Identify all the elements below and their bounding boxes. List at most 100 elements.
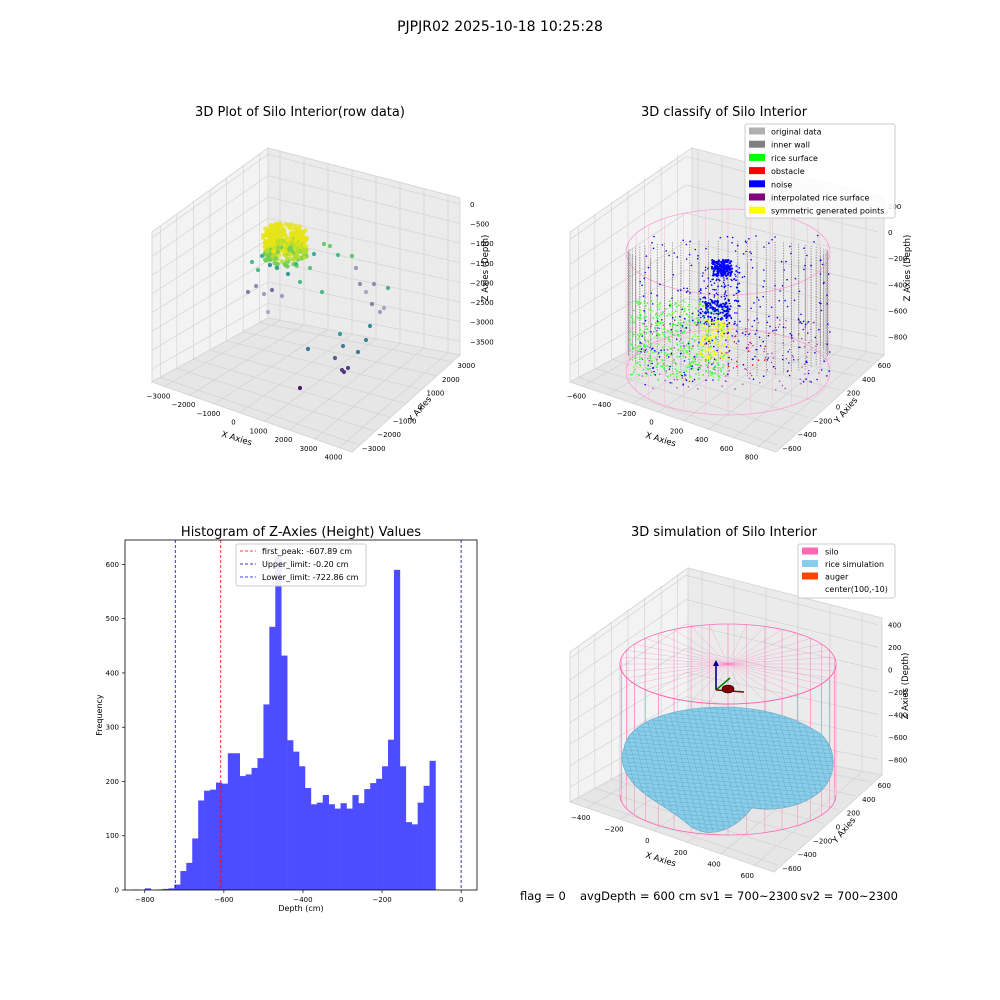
panel2-noise-point — [708, 325, 710, 328]
panel2-rice-point — [680, 321, 683, 324]
panel2-rice-point — [704, 360, 707, 363]
panel2-noise-point — [751, 325, 753, 328]
panel1-point — [269, 287, 275, 293]
panel2-rice-point — [685, 370, 688, 372]
panel2-noise-point — [685, 258, 688, 260]
panel2-noise-point — [790, 252, 792, 255]
panel2-interp-point — [808, 342, 810, 344]
panel2-noise-point — [659, 283, 661, 286]
panel2-noise-point — [735, 270, 737, 272]
panel1-grid-z — [267, 196, 461, 244]
panel2-noise-point — [725, 265, 728, 268]
panel2-noise-point — [736, 312, 738, 314]
panel2-rice-point — [676, 372, 678, 375]
panel4-mesh-line — [622, 763, 834, 785]
panel2-noise-point — [716, 300, 720, 304]
panel2-noise-point — [700, 316, 702, 319]
panel2-noise-point — [736, 244, 739, 247]
panel1-point — [276, 238, 281, 243]
panel2-rice-point — [694, 299, 697, 302]
panel3-bar — [405, 822, 413, 890]
panel2-interp-point — [792, 340, 795, 342]
panel2-rice-point — [660, 351, 663, 353]
panel2-rice-point — [658, 308, 661, 310]
panel2-rice-point — [629, 330, 632, 333]
panel2-noise-point — [690, 368, 693, 370]
panel2-sym-point — [701, 354, 704, 356]
panel2-noise-point — [737, 291, 740, 293]
panel1-ytick: −1000 — [393, 417, 417, 425]
panel2-noise-point — [651, 362, 653, 365]
panel2-noise-point — [685, 326, 688, 329]
panel2-legend-label: interpolated rice surface — [771, 194, 869, 203]
panel2-noise-point — [643, 309, 645, 312]
panel2-interp-point — [658, 327, 661, 330]
panel2-noise-point — [727, 299, 731, 302]
panel2-rice-point — [654, 326, 656, 329]
panel2-noise-point — [785, 260, 787, 263]
panel4-silo-spoke — [727, 663, 798, 695]
panel2-rice-point — [693, 339, 696, 342]
panel2-xtick: −600 — [567, 392, 586, 400]
panel2-noise-point — [819, 273, 822, 275]
panel2-interp-point — [666, 349, 669, 351]
panel2-noise-point — [772, 330, 774, 332]
panel2-rice-point — [715, 336, 717, 338]
panel2-xtick: 800 — [745, 454, 758, 462]
panel2-noise-point — [717, 267, 720, 270]
panel3-bar — [376, 778, 383, 890]
panel2-noise-point — [820, 302, 822, 305]
panel2-noise-point — [650, 330, 652, 333]
panel2-noise-point — [735, 275, 737, 278]
panel2-rice-point — [716, 307, 718, 309]
panel2-noise-point — [709, 280, 712, 283]
panel1-point — [381, 305, 387, 311]
panel1-point — [385, 285, 391, 291]
panel2-rice-point — [716, 362, 719, 365]
panel1-xtick: −3000 — [147, 392, 171, 400]
panel1-point — [295, 249, 300, 254]
panel2-rice-point — [649, 311, 652, 314]
panel2-noise-point — [654, 374, 657, 376]
panel2-noise-point — [821, 263, 824, 266]
panel4-legend-swatch — [802, 560, 818, 567]
panel2-noise-point — [826, 303, 828, 305]
panel3-legend-label: first_peak: -607.89 cm — [262, 547, 352, 556]
panel2-rice-point — [669, 340, 671, 343]
panel2-noise-point — [793, 299, 796, 302]
panel1-point — [279, 293, 285, 299]
panel2-noise-point — [670, 352, 673, 355]
panel2-rice-point — [718, 366, 721, 369]
panel2-noise-point — [724, 272, 727, 275]
panel4-mesh-line — [622, 771, 834, 793]
panel2-interp-point — [653, 331, 655, 333]
panel1-grid-y — [243, 331, 437, 377]
panel4-silo-spoke — [727, 624, 747, 665]
panel2-noise-point — [743, 275, 746, 278]
panel2-noise-point — [690, 264, 693, 267]
panel1-point — [262, 244, 267, 249]
panel3-bar — [287, 740, 294, 890]
panel1-floor-pane — [150, 317, 462, 453]
panel2-noise-point — [723, 279, 725, 281]
panel2-noise-point — [721, 260, 725, 263]
panel2-rice-point — [682, 352, 685, 354]
panel4-silo-spoke — [727, 643, 822, 665]
panel1-point — [307, 265, 313, 271]
panel2-rice-point — [722, 366, 724, 369]
panel2-rice-point — [646, 357, 649, 360]
panel4-silo-spoke — [727, 626, 766, 665]
panel2-noise-point — [782, 358, 784, 361]
panel2-rice-point — [662, 364, 665, 366]
panel2-interp-point — [680, 338, 682, 340]
panel1-point — [321, 241, 327, 247]
panel2-noise-point — [681, 308, 683, 311]
panel2-noise-point — [766, 359, 769, 361]
panel2-noise-point — [734, 250, 737, 252]
panel2-rice-point — [658, 303, 661, 306]
panel4-ytick: −600 — [782, 865, 801, 873]
panel2-sym-point — [720, 333, 722, 335]
panel2-noise-point — [712, 288, 714, 291]
panel2-noise-point — [725, 260, 728, 264]
panel1-xlabel: X Axies — [220, 430, 253, 449]
